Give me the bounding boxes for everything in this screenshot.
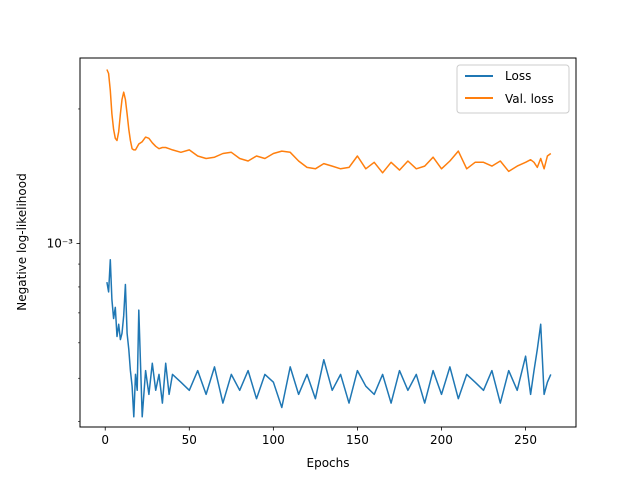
x-tick-label: 250 — [514, 433, 537, 447]
legend: Loss Val. loss — [456, 64, 570, 114]
ticks-layer: 0 50 100 150 200 250 10⁻³ — [47, 108, 537, 447]
x-tick-label: 150 — [346, 433, 369, 447]
plot-frame — [79, 57, 577, 428]
x-tick-label: 0 — [101, 433, 109, 447]
x-tick-label: 100 — [262, 433, 285, 447]
series-line-loss — [106, 259, 552, 418]
y-tick-label: 10⁻³ — [47, 237, 74, 251]
x-tick-label: 200 — [430, 433, 453, 447]
y-axis-label: Negative log-likelihood — [15, 173, 29, 310]
series-layer — [106, 69, 552, 418]
series-line-val-loss — [106, 69, 552, 174]
legend-label-val-loss: Val. loss — [505, 92, 554, 106]
legend-label-loss: Loss — [505, 69, 531, 83]
x-tick-label: 50 — [182, 433, 197, 447]
x-axis-label: Epochs — [307, 456, 350, 470]
